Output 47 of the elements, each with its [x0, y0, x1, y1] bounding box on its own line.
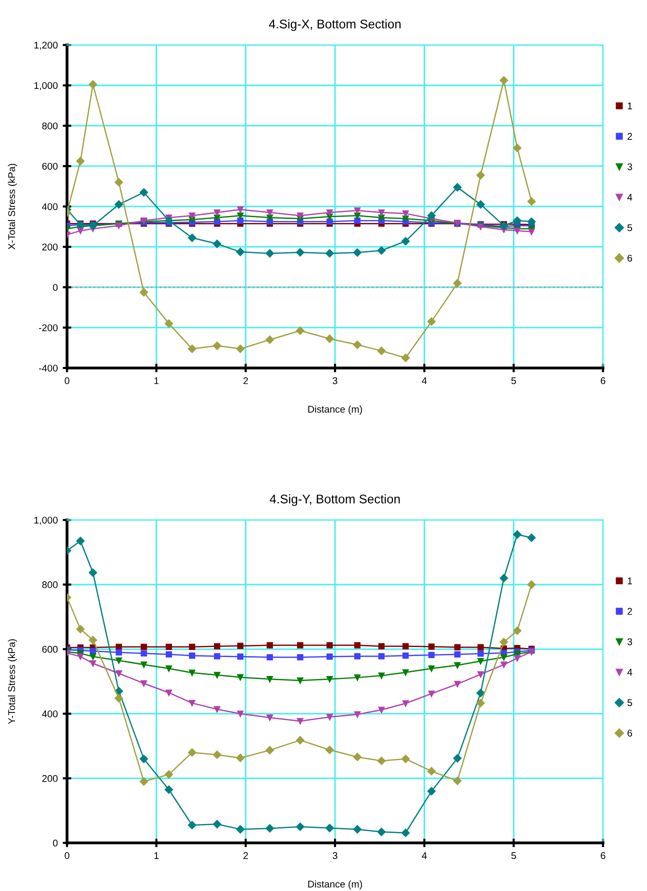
legend-label: 2 — [628, 608, 632, 615]
legend-label: 5 — [627, 224, 632, 232]
y-tick-label: 800 — [42, 122, 58, 130]
y-tick-label: 600 — [42, 162, 58, 170]
x-tick-label: 1 — [154, 852, 159, 859]
y-tick-label: 0 — [52, 284, 58, 291]
chart-title: 4.Sig-Y, Bottom Section — [270, 494, 400, 506]
x-tick-label: 0 — [64, 852, 70, 860]
y-tick-label: 400 — [42, 710, 58, 718]
y-tick-label: 200 — [42, 775, 58, 782]
legend-label: 5 — [627, 699, 632, 706]
y-tick-label: 0 — [52, 840, 58, 847]
legend-label: 2 — [628, 132, 632, 140]
x-tick-label: 6 — [600, 377, 606, 384]
x-tick-label: 2 — [243, 852, 248, 859]
legend-label: 4 — [627, 194, 632, 201]
x-tick-label: 5 — [511, 852, 516, 860]
y-tick-label: 1,000 — [34, 82, 58, 90]
chart-title: 4.Sig-X, Bottom Section — [268, 19, 401, 31]
legend-label: 6 — [628, 730, 632, 737]
x-tick-label: 5 — [511, 377, 516, 384]
legend-label: 1 — [628, 102, 632, 110]
x-tick-label: 1 — [154, 377, 159, 384]
x-tick-label: 4 — [422, 377, 427, 384]
x-tick-label: 0 — [64, 377, 70, 384]
x-tick-label: 2 — [243, 377, 248, 384]
y-tick-label: 800 — [42, 581, 58, 588]
y-tick-label: -400 — [38, 364, 58, 372]
y-tick-label: 1,000 — [34, 516, 58, 525]
y-tick-label: -200 — [38, 324, 58, 332]
y-tick-label: 600 — [42, 646, 58, 653]
x-axis-title: Distance (m) — [308, 880, 362, 890]
y-axis-title: X-Total Stress (kPa) — [8, 164, 18, 250]
x-axis-title: Distance (m) — [308, 406, 362, 415]
legend-label: 4 — [627, 668, 632, 676]
x-tick-label: 4 — [422, 852, 427, 859]
x-tick-label: 3 — [332, 377, 338, 384]
y-tick-label: 200 — [42, 244, 58, 250]
y-tick-label: 1,200 — [34, 42, 58, 50]
x-tick-label: 3 — [332, 852, 338, 860]
legend-label: 1 — [628, 578, 632, 584]
legend-label: 3 — [627, 163, 632, 170]
legend-label: 6 — [628, 254, 632, 262]
legend-label: 3 — [627, 638, 632, 646]
y-axis-title: Y-Total Stress (kPa) — [8, 639, 18, 724]
x-tick-label: 6 — [600, 852, 606, 860]
y-tick-label: 400 — [42, 203, 58, 210]
